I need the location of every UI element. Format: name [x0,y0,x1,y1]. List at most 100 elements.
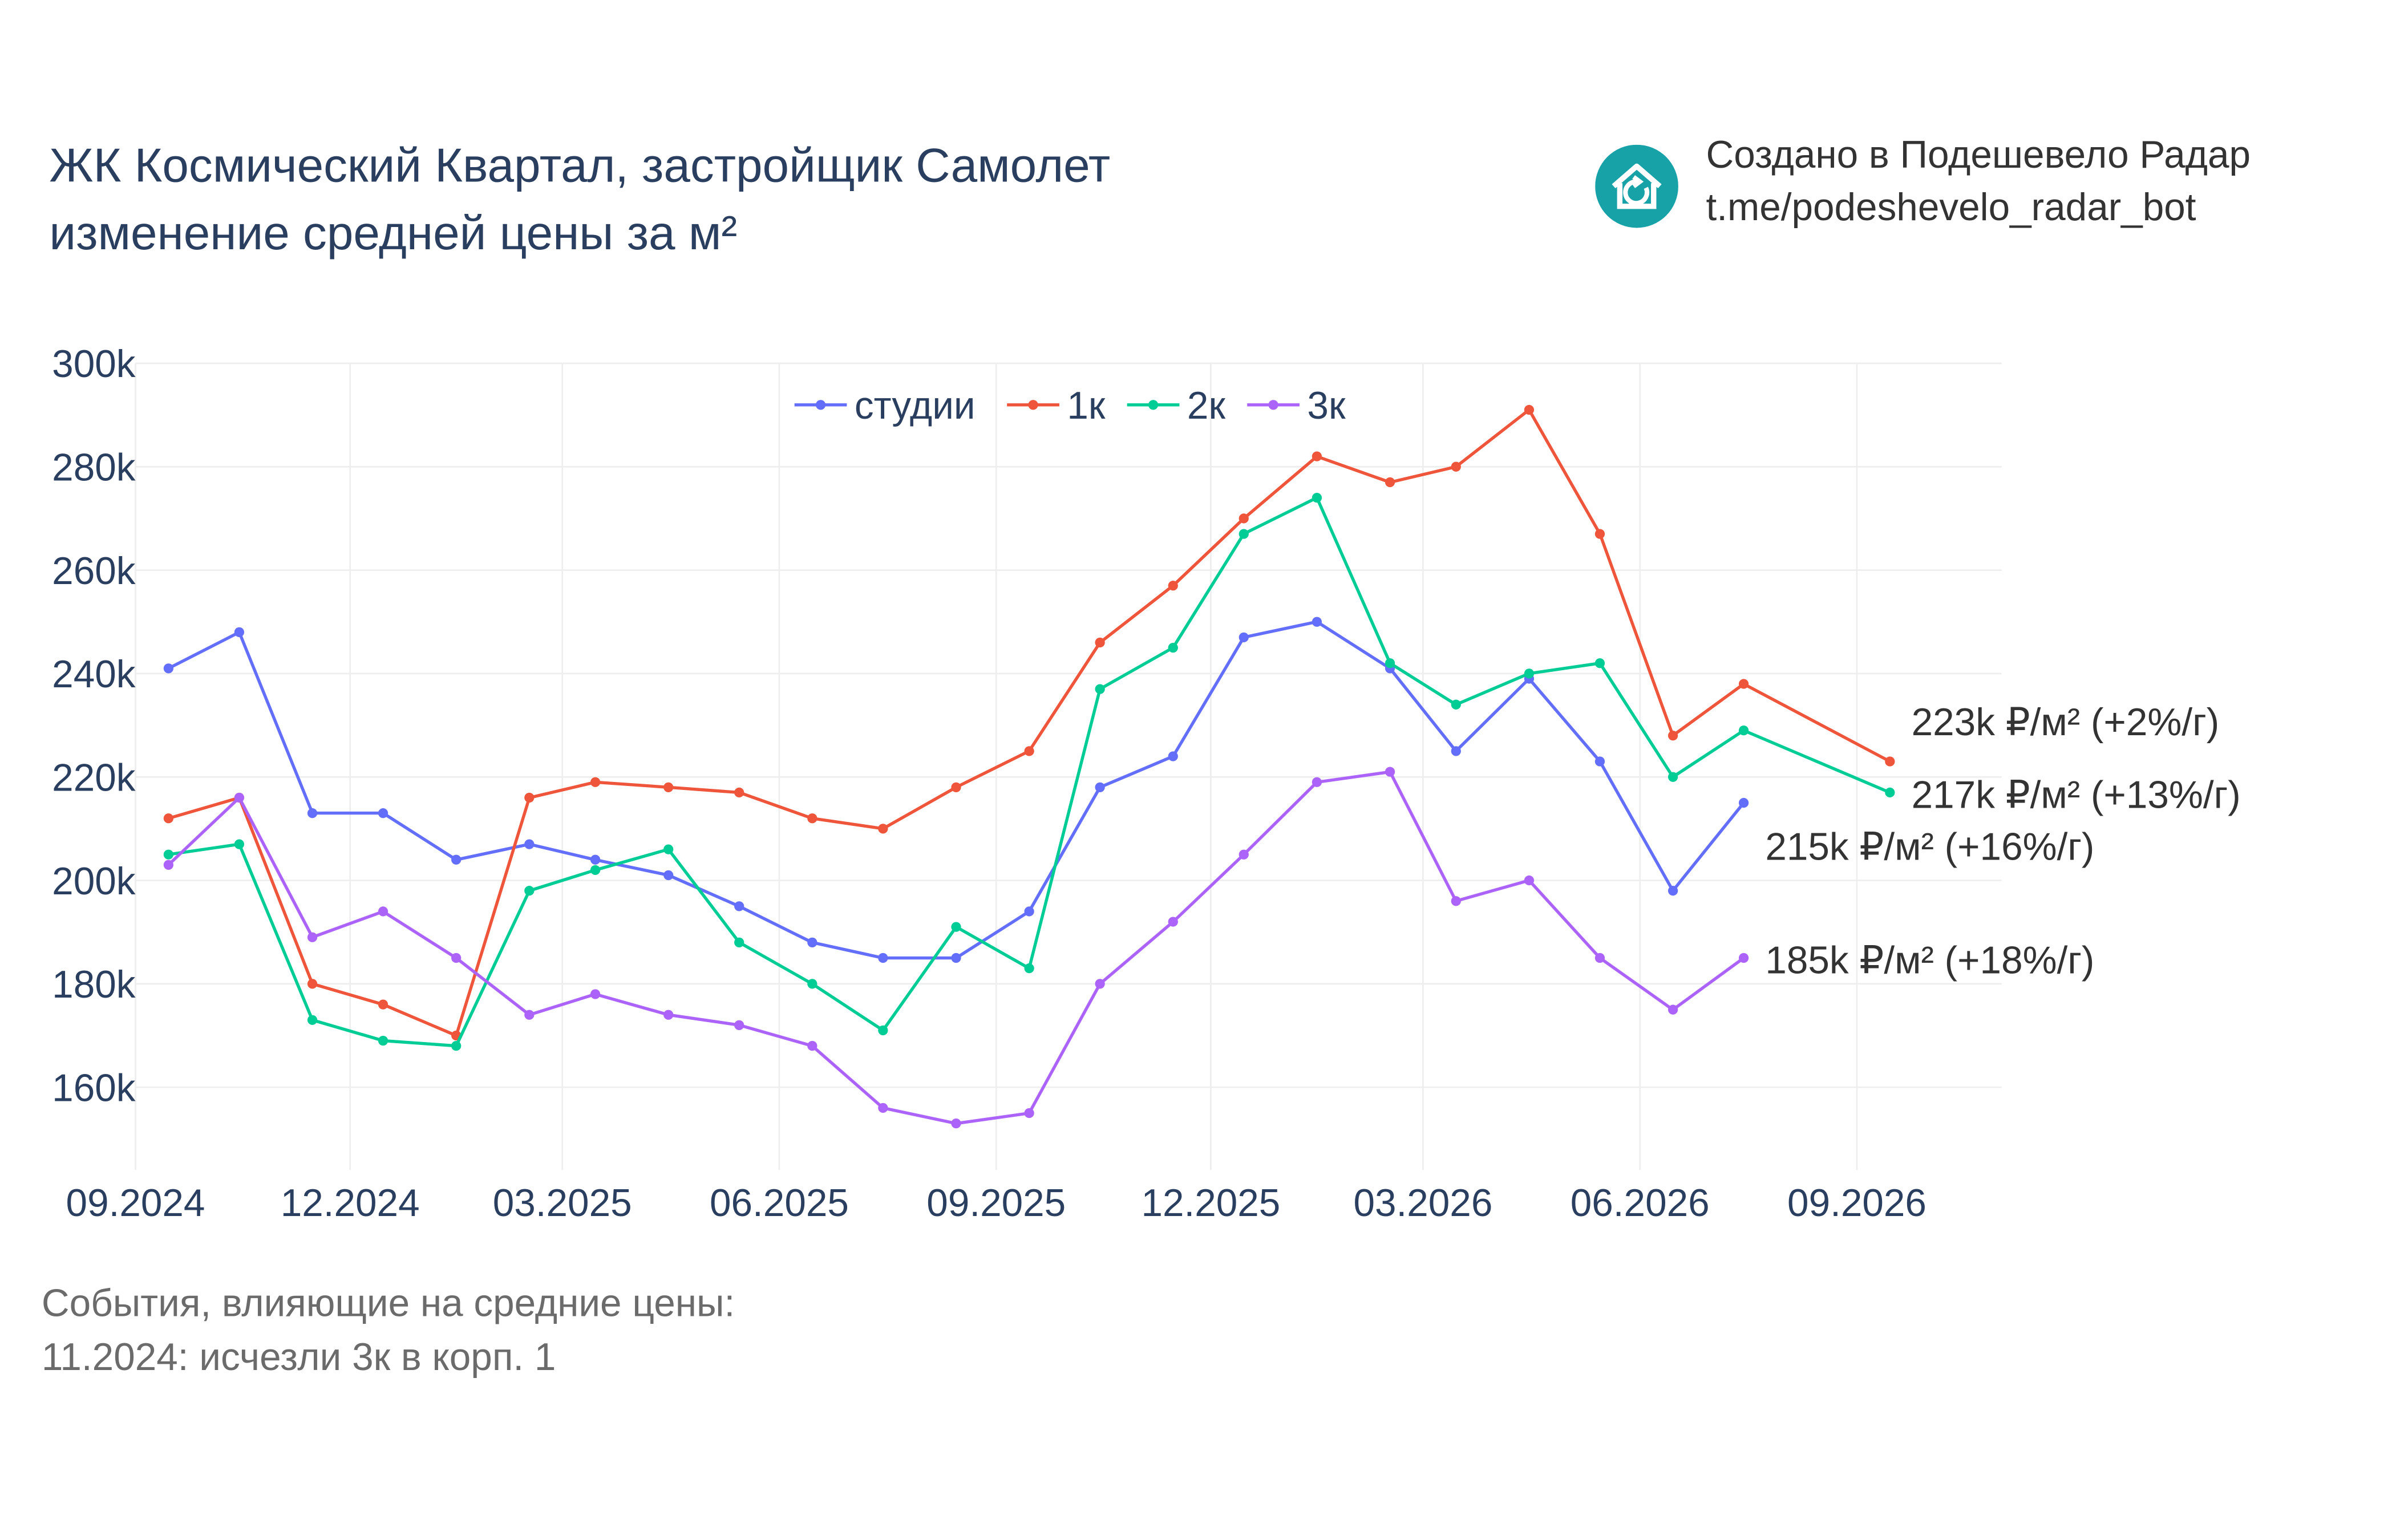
data-point [1524,404,1535,415]
legend-item[interactable]: 3к [1247,384,1346,427]
y-tick-label: 240k [52,653,136,696]
data-point [1024,963,1034,974]
data-point [378,999,388,1010]
x-tick-label: 12.2025 [1141,1182,1280,1225]
data-point [234,792,245,803]
data-point [1095,782,1105,793]
data-point [307,932,318,942]
legend-marker [1148,400,1159,410]
data-point [1668,1004,1678,1015]
x-tick-label: 03.2026 [1353,1182,1492,1225]
data-point [807,937,817,947]
chart-title: ЖК Космический Квартал, застройщик Самол… [49,132,1110,268]
chart-title-line-2: изменение средней цены за м² [49,206,738,261]
data-point [663,844,674,854]
legend-marker [1268,400,1278,410]
legend-label: 2к [1187,384,1226,427]
data-point [663,870,674,881]
legend-label: 3к [1307,384,1346,427]
data-point [807,1041,817,1051]
data-point [951,782,961,793]
data-point [163,860,174,870]
legend-marker [1028,400,1038,410]
data-point [1312,777,1322,787]
data-point [451,854,462,865]
y-tick-label: 180k [52,963,136,1006]
data-point [378,906,388,917]
data-point [1239,513,1249,524]
data-point [1524,875,1535,886]
data-point [378,1035,388,1046]
data-point [1885,787,1895,798]
events-heading: События, влияющие на средние цены: [41,1282,735,1326]
end-label: 217k ₽/м² (+13%/г) [1912,773,2241,816]
y-axis-ticks: 300k 280k 260k 240k 220k 200k 180k 160k [52,343,136,1109]
data-point [1451,461,1461,472]
data-point [1451,699,1461,710]
x-tick-label: 06.2026 [1571,1182,1710,1225]
brand-block: Создано в Подешевело Радар t.me/podeshev… [1595,129,2365,253]
data-point [163,813,174,824]
data-point [1095,684,1105,694]
data-point [1168,751,1178,761]
brand-link[interactable]: t.me/podeshevelo_radar_bot [1706,186,2196,230]
data-point [734,937,744,947]
data-point [1024,906,1034,917]
data-point [1095,979,1105,989]
data-point [524,839,535,849]
data-point [451,953,462,963]
data-point [1239,849,1249,860]
data-point [1168,642,1178,653]
house-refresh-icon [1595,144,1678,228]
y-tick-label: 300k [52,343,136,386]
legend-item[interactable]: студии [794,384,976,427]
series-line [168,407,1891,1038]
data-point [1524,668,1535,679]
data-point [1738,797,1749,808]
data-point [1738,679,1749,689]
x-tick-label: 09.2026 [1787,1182,1926,1225]
end-label: 223k ₽/м² (+2%/г) [1912,701,2220,744]
series-3к [163,767,1749,1129]
legend[interactable]: студии 1к 2к 3к [794,384,1346,427]
data-point [1385,658,1395,668]
x-tick-label: 06.2025 [710,1182,849,1225]
data-point [234,839,245,849]
data-point [951,1118,961,1129]
series-line [167,770,1745,1125]
data-point [734,787,744,798]
data-point [378,808,388,818]
data-point [878,1025,888,1036]
data-point [807,813,817,824]
data-point [1312,451,1322,461]
end-label: 185k ₽/м² (+18%/г) [1765,939,2094,982]
data-point [234,627,245,638]
data-point [163,849,174,860]
data-point [1312,493,1322,503]
series-group [163,404,1895,1129]
legend-label: 1к [1067,384,1106,427]
legend-items: студии 1к 2к 3к [794,384,1346,427]
y-tick-label: 280k [52,447,136,489]
data-point [307,979,318,989]
data-point [1594,756,1605,767]
grid-lines [135,362,2002,1170]
data-point [524,886,535,896]
x-tick-label: 09.2025 [926,1182,1066,1225]
x-tick-label: 03.2025 [493,1182,632,1225]
brand-text: Создано в Подешевело Радар t.me/podeshev… [1706,129,2251,234]
data-point [1385,477,1395,488]
legend-item[interactable]: 2к [1127,384,1226,427]
y-tick-label: 160k [52,1067,136,1109]
legend-item[interactable]: 1к [1007,384,1106,427]
data-point [1451,746,1461,756]
end-label: 215k ₽/м² (+16%/г) [1765,825,2094,868]
data-point [1594,953,1605,963]
y-tick-label: 200k [52,860,136,903]
data-point [590,865,601,876]
data-point [1168,581,1178,591]
series-2к [163,493,1895,1051]
data-point [1668,772,1678,782]
data-point [878,824,888,834]
